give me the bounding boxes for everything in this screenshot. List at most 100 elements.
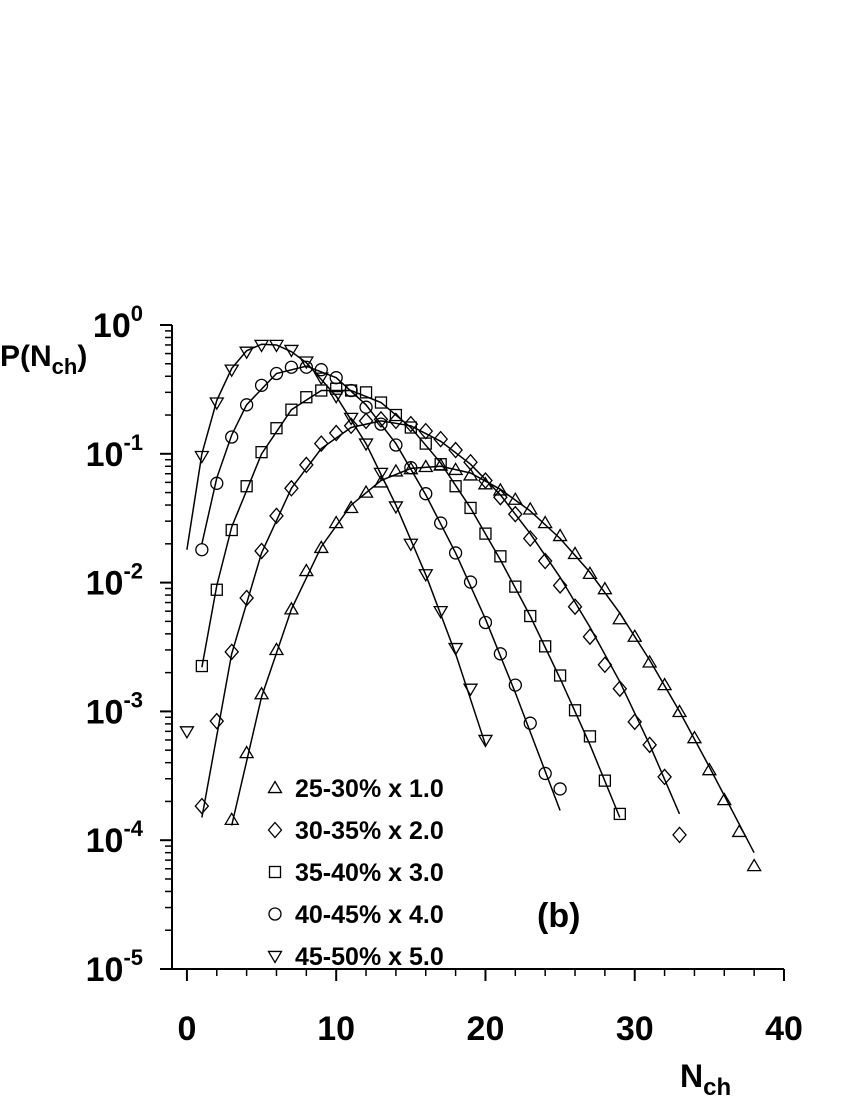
fit-curve <box>201 365 561 811</box>
y-label-end: ) <box>77 340 87 373</box>
data-point <box>568 704 582 717</box>
data-point <box>477 734 494 748</box>
data-point <box>567 546 583 560</box>
data-point <box>209 397 225 411</box>
data-point <box>328 424 344 442</box>
legend-marker <box>268 907 282 921</box>
data-point <box>179 726 195 740</box>
data-point <box>253 339 270 353</box>
data-point <box>538 766 552 781</box>
data-point <box>493 647 508 661</box>
data-point <box>612 680 628 698</box>
data-point <box>225 430 239 444</box>
y-tick-exponent: -1 <box>123 430 143 455</box>
data-point <box>597 656 613 674</box>
data-point <box>195 659 209 673</box>
data-point <box>404 421 417 434</box>
data-point <box>343 412 359 426</box>
y-tick-exponent: -2 <box>123 559 143 584</box>
legend-label: 35-40% x 3.0 <box>295 859 444 887</box>
data-point <box>358 438 374 452</box>
data-point <box>507 505 523 523</box>
y-label-main: P(N <box>0 340 52 373</box>
data-point <box>389 438 403 452</box>
data-point <box>583 730 597 743</box>
data-point <box>389 408 403 422</box>
data-point <box>374 417 388 431</box>
data-point <box>613 807 626 821</box>
data-point <box>194 450 210 464</box>
x-tick-label: 40 <box>765 1010 803 1048</box>
data-point <box>210 583 223 596</box>
y-tick-base: 10 <box>86 822 124 860</box>
data-point <box>433 605 449 619</box>
data-point <box>269 366 284 381</box>
legend-label: 45-50% x 5.0 <box>295 943 444 971</box>
data-point <box>373 410 389 428</box>
data-point <box>253 686 270 700</box>
data-point <box>298 356 314 370</box>
legend-label: 30-35% x 2.0 <box>295 817 444 845</box>
data-point <box>359 386 373 399</box>
data-point <box>418 569 434 583</box>
data-point <box>328 391 344 404</box>
data-point <box>478 472 493 490</box>
data-point <box>270 422 283 435</box>
x-tick-label: 0 <box>177 1010 196 1048</box>
data-point <box>238 346 255 360</box>
data-point <box>313 435 329 453</box>
data-point <box>523 716 537 730</box>
data-point <box>254 378 269 392</box>
fit-curve <box>230 465 755 854</box>
data-point <box>434 516 448 530</box>
data-point <box>642 654 658 668</box>
data-point <box>478 615 493 630</box>
data-point <box>373 467 389 481</box>
y-tick-label: 10-5 <box>86 945 143 989</box>
y-tick-label: 100 <box>93 301 143 345</box>
data-point <box>404 461 418 475</box>
data-point <box>448 546 463 560</box>
y-tick-exponent: -4 <box>123 816 143 841</box>
data-point <box>582 566 598 580</box>
data-point <box>195 543 209 557</box>
fit-curve <box>201 389 621 818</box>
data-point <box>522 501 538 515</box>
data-point <box>255 445 268 459</box>
data-point <box>433 430 449 448</box>
legend-label: 25-30% x 1.0 <box>295 775 444 803</box>
fit-curve <box>201 420 681 818</box>
data-point <box>210 476 224 490</box>
y-tick-exponent: 0 <box>131 301 143 326</box>
data-point <box>507 491 523 505</box>
data-point <box>463 575 478 589</box>
data-point <box>224 364 240 378</box>
data-point <box>300 391 313 404</box>
legend-marker <box>267 950 283 964</box>
data-point <box>447 462 464 476</box>
data-point <box>224 643 240 661</box>
data-point <box>671 704 688 718</box>
legend-marker <box>267 780 283 794</box>
data-point <box>359 400 373 414</box>
data-point <box>358 412 374 430</box>
data-point <box>314 363 328 377</box>
data-point <box>418 459 434 473</box>
data-point <box>194 797 210 815</box>
data-point <box>567 598 583 616</box>
data-point <box>539 640 552 653</box>
data-point <box>553 669 567 682</box>
data-point <box>447 642 464 656</box>
data-point <box>448 441 463 459</box>
data-point <box>657 768 672 786</box>
data-point <box>240 480 253 493</box>
data-point <box>627 628 643 642</box>
data-point <box>284 360 299 374</box>
data-point <box>686 730 703 744</box>
y-tick-label: 10-4 <box>86 816 144 860</box>
data-point <box>284 479 299 497</box>
x-tick-label: 30 <box>616 1010 654 1048</box>
data-point <box>656 677 673 691</box>
y-tick-exponent: -3 <box>123 687 143 712</box>
